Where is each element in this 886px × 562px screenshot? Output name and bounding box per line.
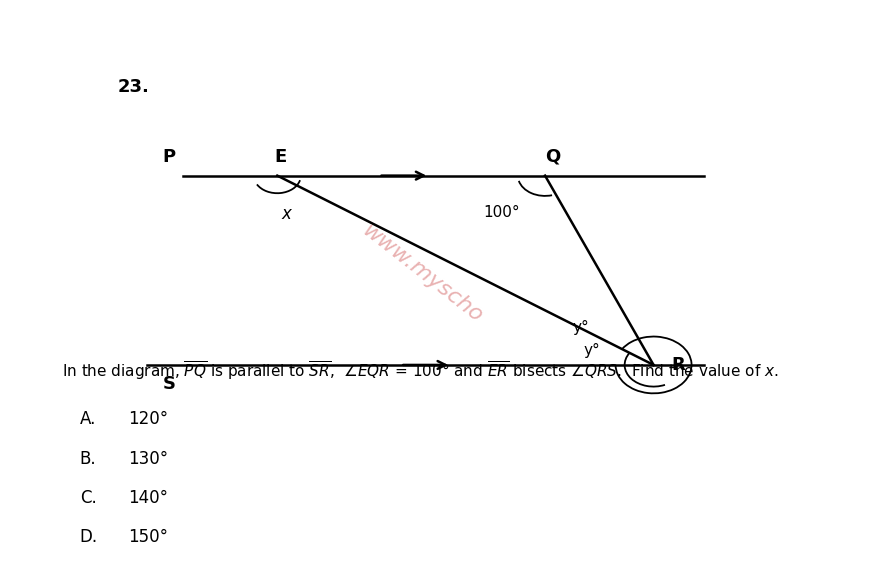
Text: E: E xyxy=(275,148,287,166)
Text: 120°: 120° xyxy=(128,410,168,428)
Text: A.: A. xyxy=(80,410,96,428)
Text: D.: D. xyxy=(80,528,97,546)
Text: C.: C. xyxy=(80,489,97,507)
Text: R: R xyxy=(671,356,685,374)
Text: 100°: 100° xyxy=(483,205,519,220)
Text: y°: y° xyxy=(572,320,589,335)
Text: y°: y° xyxy=(583,343,600,359)
Text: 150°: 150° xyxy=(128,528,168,546)
Text: S: S xyxy=(162,375,175,393)
Text: 140°: 140° xyxy=(128,489,168,507)
Text: Q: Q xyxy=(544,148,559,166)
Text: In the diagram, $\overline{PQ}$ is parallel to $\overline{SR}$,  $\angle EQR$ = : In the diagram, $\overline{PQ}$ is paral… xyxy=(62,360,778,383)
Text: 23.: 23. xyxy=(118,78,150,96)
Text: www.myscho: www.myscho xyxy=(358,220,486,326)
Text: x: x xyxy=(281,205,291,223)
Text: B.: B. xyxy=(80,450,97,468)
Text: P: P xyxy=(162,148,175,166)
Text: 130°: 130° xyxy=(128,450,168,468)
